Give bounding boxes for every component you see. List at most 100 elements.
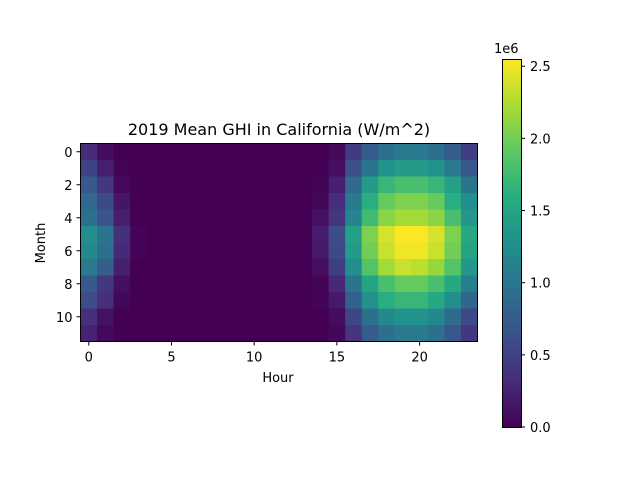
heatmap-cell (212, 325, 230, 342)
colorbar-tick-label: 2.5 (530, 60, 551, 75)
heatmap-cell (196, 209, 214, 227)
heatmap-cell (146, 226, 164, 243)
heatmap-cell (80, 176, 98, 194)
heatmap-cell (279, 259, 297, 276)
heatmap-cell (80, 275, 98, 293)
heatmap-cell (229, 226, 247, 243)
heatmap-cell (460, 292, 478, 309)
heatmap-cell (196, 176, 214, 194)
heatmap-cell (460, 242, 478, 260)
heatmap-cell (229, 325, 247, 342)
heatmap-cell (345, 242, 363, 260)
heatmap-cell (361, 176, 379, 194)
heatmap-cell (394, 259, 412, 276)
heatmap-cell (295, 259, 313, 276)
heatmap-cell (179, 209, 197, 227)
heatmap-cell (378, 308, 396, 326)
heatmap-cell (444, 275, 462, 293)
heatmap-cell (427, 292, 445, 309)
y-tick-label: 10 (56, 311, 73, 326)
heatmap-cell (328, 259, 346, 276)
heatmap-cell (146, 325, 164, 342)
heatmap-cell (245, 242, 263, 260)
colorbar-tick-label: 0.5 (530, 349, 551, 364)
heatmap-cell (80, 209, 98, 227)
heatmap-cell (196, 325, 214, 342)
heatmap-cell (361, 325, 379, 342)
heatmap-cell (295, 308, 313, 326)
heatmap-cell (80, 160, 98, 177)
heatmap-cell (279, 176, 297, 194)
heatmap-cell (229, 308, 247, 326)
heatmap-cell (179, 160, 197, 177)
heatmap-cell (196, 193, 214, 210)
heatmap-cell (113, 226, 131, 243)
heatmap-cell (229, 242, 247, 260)
heatmap-cell (394, 226, 412, 243)
heatmap-cell (279, 143, 297, 161)
heatmap-cell (163, 143, 181, 161)
heatmap-cell (427, 308, 445, 326)
heatmap-cell (196, 226, 214, 243)
heatmap-cell (378, 176, 396, 194)
heatmap-cell (113, 193, 131, 210)
heatmap-cell (196, 275, 214, 293)
heatmap-cell (262, 259, 280, 276)
heatmap-cell (262, 325, 280, 342)
heatmap-cell (130, 242, 148, 260)
heatmap-cell (97, 275, 115, 293)
heatmap-cell (295, 292, 313, 309)
heatmap-cell (196, 292, 214, 309)
heatmap-cell (394, 160, 412, 177)
heatmap-cell (312, 160, 330, 177)
colorbar-tick-label: 1.0 (530, 277, 551, 292)
heatmap-cell (444, 292, 462, 309)
heatmap-cell (328, 308, 346, 326)
colorbar-ticks: 0.0 0.5 1.0 1.5 2.0 2.5 (521, 60, 551, 436)
heatmap-cell (312, 308, 330, 326)
heatmap-cell (80, 308, 98, 326)
x-tick-label: 15 (329, 351, 346, 366)
heatmap-cell (113, 292, 131, 309)
heatmap-cell (427, 259, 445, 276)
heatmap-cell (279, 226, 297, 243)
x-tick-label: 10 (246, 351, 263, 366)
heatmap-cell (411, 292, 429, 309)
heatmap-cell (427, 160, 445, 177)
heatmap-cell (411, 325, 429, 342)
heatmap-cell (229, 143, 247, 161)
heatmap-cell (460, 209, 478, 227)
heatmap-cell (80, 143, 98, 161)
heatmap-cell (262, 209, 280, 227)
heatmap-cell (212, 292, 230, 309)
heatmap-cell (411, 193, 429, 210)
heatmap-cell (444, 193, 462, 210)
heatmap-cell (229, 209, 247, 227)
x-tick-label: 0 (85, 351, 93, 366)
heatmap-cell (427, 143, 445, 161)
heatmap-cell (163, 209, 181, 227)
y-tick-label: 0 (64, 146, 72, 161)
heatmap-cell (229, 275, 247, 293)
heatmap-cell (130, 226, 148, 243)
heatmap-cell (97, 160, 115, 177)
heatmap-cell (262, 292, 280, 309)
heatmap-cells (80, 143, 478, 342)
heatmap-cell (427, 209, 445, 227)
heatmap-cell (444, 259, 462, 276)
heatmap-cell (163, 308, 181, 326)
heatmap-cell (130, 176, 148, 194)
heatmap-cell (361, 193, 379, 210)
heatmap-cell (394, 325, 412, 342)
heatmap-cell (245, 193, 263, 210)
heatmap-cell (212, 160, 230, 177)
heatmap-cell (295, 325, 313, 342)
colorbar-tick-label: 0.0 (530, 421, 551, 436)
heatmap-cell (378, 242, 396, 260)
heatmap-cell (444, 160, 462, 177)
heatmap-cell (113, 160, 131, 177)
colorbar-tick-label: 2.0 (530, 132, 551, 147)
heatmap-cell (279, 292, 297, 309)
heatmap-cell (312, 292, 330, 309)
